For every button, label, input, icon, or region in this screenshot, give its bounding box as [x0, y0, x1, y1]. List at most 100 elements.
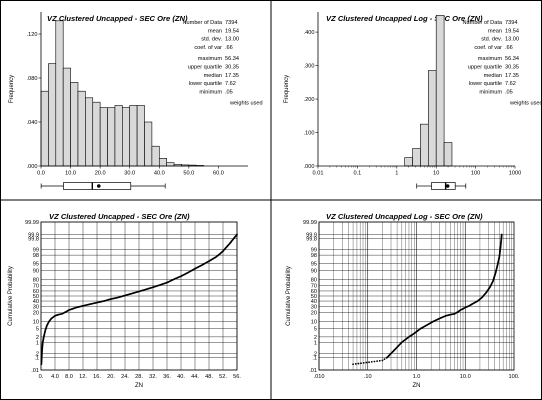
- boxplot-box: [431, 182, 456, 190]
- stat-value: 30.35: [505, 65, 519, 71]
- stat-label: coef. of var: [474, 45, 502, 51]
- stat-value: 17.35: [505, 73, 519, 79]
- stat-label: weights used: [229, 101, 263, 107]
- stat-label: mean: [488, 28, 502, 34]
- y-tick-label: 98: [311, 253, 317, 259]
- cumulative-curve: [40, 233, 238, 366]
- x-tick-label: 20.0: [95, 171, 106, 177]
- chart-title: VZ Clustered Uncapped Log - SEC Ore (ZN): [326, 212, 483, 221]
- y-tick-label: 40: [311, 299, 317, 305]
- y-tick-label: .200: [304, 97, 315, 103]
- x-tick-label: 32.: [149, 374, 157, 380]
- y-tick-label: 10: [33, 319, 39, 325]
- x-tick-label: 40.: [177, 374, 185, 380]
- y-tick-label: .120: [27, 32, 38, 38]
- y-tick-label: 30: [33, 304, 39, 310]
- chart-title: VZ Clustered Uncapped - SEC Ore (ZN): [47, 14, 188, 23]
- data-point: [370, 360, 373, 363]
- histogram-bar: [62, 67, 71, 167]
- x-tick-label: 1: [395, 171, 398, 177]
- data-point: [373, 360, 376, 363]
- y-tick-label: 20: [311, 311, 317, 317]
- y-tick-label: 60: [311, 289, 317, 295]
- x-tick-label: 4.0: [51, 374, 59, 380]
- x-tick-label: 12.: [79, 374, 87, 380]
- x-tick-label: 52.: [219, 374, 227, 380]
- x-tick-label: 10.0: [460, 374, 471, 380]
- y-tick-label: 95: [33, 261, 39, 267]
- x-tick-label: 1.0: [413, 374, 421, 380]
- histogram-bar: [435, 15, 445, 167]
- stat-label: std. dev.: [201, 37, 222, 43]
- x-axis-label: ZN: [413, 383, 421, 389]
- stat-label: std. dev.: [481, 37, 502, 43]
- x-tick-label: 56.: [233, 374, 241, 380]
- y-tick-label: 10: [311, 319, 317, 325]
- y-axis-label: Frequency: [9, 75, 15, 103]
- histogram-bar: [443, 142, 453, 167]
- x-tick-label: 36.: [163, 374, 171, 380]
- x-tick-label: 30.0: [124, 171, 135, 177]
- y-tick-label: 70: [311, 284, 317, 290]
- histogram-bar: [85, 97, 94, 167]
- stat-value: 7.62: [225, 81, 236, 87]
- y-tick-label: 50: [311, 294, 317, 300]
- data-point: [376, 360, 378, 363]
- y-tick-label: 5: [36, 327, 39, 333]
- x-tick-label: 60.0: [213, 171, 224, 177]
- data-point: [236, 233, 238, 236]
- x-tick-label: 8.0: [65, 374, 73, 380]
- y-tick-label: 90: [311, 269, 317, 275]
- histogram-bar: [136, 105, 145, 167]
- histogram-bar: [40, 90, 49, 167]
- data-point: [357, 362, 360, 365]
- x-tick-label: 28.: [135, 374, 143, 380]
- x-tick-label: 48.: [205, 374, 213, 380]
- data-point: [500, 233, 503, 236]
- y-tick-label: 99.8: [306, 237, 317, 243]
- boxplot-mean-marker: [96, 184, 101, 188]
- x-tick-label: .010: [314, 374, 325, 380]
- cumulative-curve: [352, 233, 503, 366]
- stat-value: 19.54: [225, 28, 239, 34]
- data-point: [365, 361, 368, 364]
- y-tick-label: 70: [33, 284, 39, 290]
- y-tick-label: .000: [27, 164, 38, 170]
- stat-value: 56.34: [505, 56, 519, 62]
- stat-value: .05: [225, 89, 233, 95]
- stat-label: maximum: [198, 56, 223, 62]
- chart-title: VZ Clustered Uncapped - SEC Ore (ZN): [49, 212, 190, 221]
- stat-label: median: [204, 73, 222, 79]
- y-tick-label: .000: [304, 164, 315, 170]
- y-tick-label: .2: [312, 351, 317, 357]
- histogram-bar: [70, 82, 79, 167]
- stat-label: weights used: [509, 101, 542, 107]
- y-tick-label: 95: [311, 261, 317, 267]
- histogram-bar: [412, 148, 421, 167]
- stat-label: Number of Data: [463, 20, 503, 26]
- stat-label: lower quartile: [189, 81, 222, 87]
- stat-value: 7394: [225, 20, 237, 26]
- stat-value: .66: [505, 45, 513, 51]
- y-tick-label: .040: [27, 120, 38, 126]
- y-tick-label: .400: [304, 30, 315, 36]
- x-tick-label: 0.: [39, 374, 44, 380]
- x-tick-label: 1000: [509, 171, 521, 177]
- stat-label: mean: [208, 28, 222, 34]
- stat-value: 56.34: [225, 56, 239, 62]
- histogram-bar: [48, 63, 57, 167]
- stat-value: 7.62: [505, 81, 516, 87]
- y-tick-label: 80: [311, 277, 317, 283]
- y-tick-label: 99.9: [306, 233, 317, 239]
- data-point: [378, 359, 381, 362]
- stat-label: minimum: [479, 89, 502, 95]
- x-tick-label: .10: [364, 374, 372, 380]
- y-axis-label: Cumulative Probability: [8, 266, 14, 326]
- y-tick-label: .1: [312, 355, 317, 361]
- x-tick-label: 0.0: [37, 171, 45, 177]
- histogram-bar: [129, 105, 138, 167]
- y-tick-label: 98: [33, 253, 39, 259]
- y-tick-label: 50: [33, 294, 39, 300]
